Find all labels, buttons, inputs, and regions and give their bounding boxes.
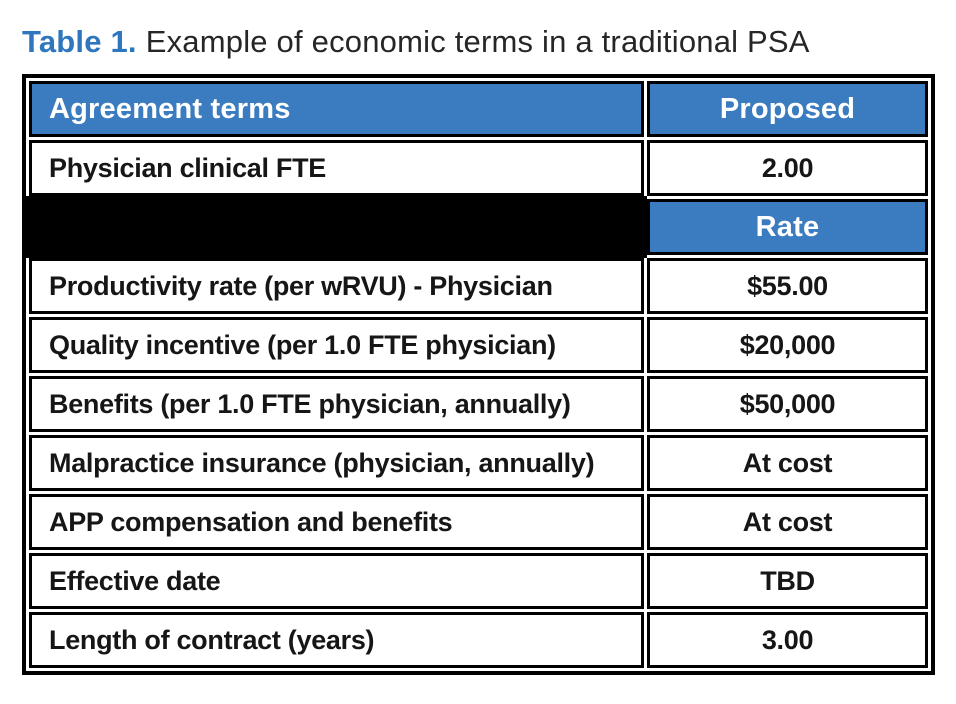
psa-terms-table: Agreement terms Proposed Physician clini… [22,74,935,675]
table-caption: Table 1. Example of economic terms in a t… [22,24,810,60]
table-row: Effective date TBD [29,553,928,609]
value-cell: At cost [647,494,928,550]
term-cell: Effective date [29,553,644,609]
table-caption-text: Example of economic terms in a tradition… [145,24,810,59]
rate-subheader-cell: Rate [647,199,928,255]
table-row: Malpractice insurance (physician, annual… [29,435,928,491]
table-row: Productivity rate (per wRVU) - Physician… [29,258,928,314]
value-cell: $50,000 [647,376,928,432]
value-cell: 3.00 [647,612,928,668]
term-cell: APP compensation and benefits [29,494,644,550]
table-row: Physician clinical FTE 2.00 [29,140,928,196]
value-cell: $20,000 [647,317,928,373]
table-header-row: Agreement terms Proposed [29,81,928,137]
value-cell: 2.00 [647,140,928,196]
table-row: Quality incentive (per 1.0 FTE physician… [29,317,928,373]
black-spacer-cell [29,199,644,255]
value-cell: $55.00 [647,258,928,314]
term-cell: Benefits (per 1.0 FTE physician, annuall… [29,376,644,432]
table-row: APP compensation and benefits At cost [29,494,928,550]
term-cell: Productivity rate (per wRVU) - Physician [29,258,644,314]
column-header-agreement-terms: Agreement terms [29,81,644,137]
term-cell: Malpractice insurance (physician, annual… [29,435,644,491]
value-cell: TBD [647,553,928,609]
table-row: Length of contract (years) 3.00 [29,612,928,668]
value-cell: At cost [647,435,928,491]
term-cell: Length of contract (years) [29,612,644,668]
table-caption-label: Table 1. [22,24,137,59]
term-cell: Physician clinical FTE [29,140,644,196]
table-subheader-row: Rate [29,199,928,255]
table-row: Benefits (per 1.0 FTE physician, annuall… [29,376,928,432]
term-cell: Quality incentive (per 1.0 FTE physician… [29,317,644,373]
column-header-proposed: Proposed [647,81,928,137]
